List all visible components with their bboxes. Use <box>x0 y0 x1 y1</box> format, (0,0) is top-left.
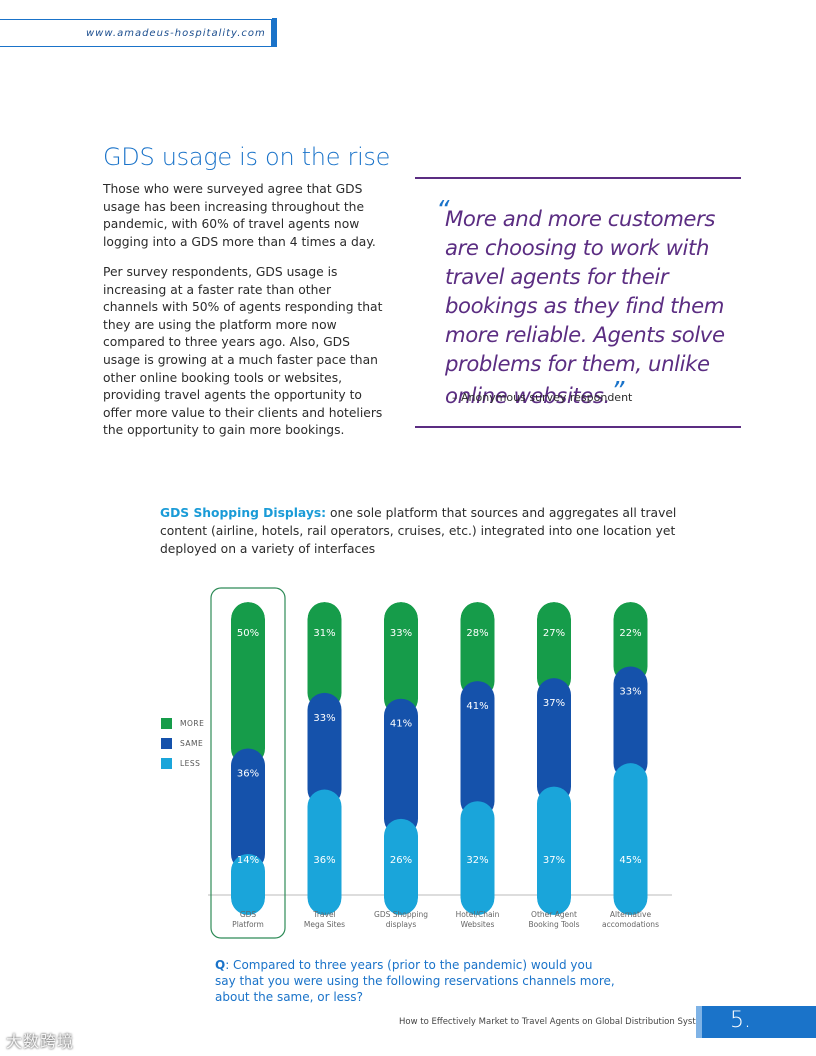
legend-swatch-more <box>161 717 172 729</box>
data-label-more: 31% <box>313 628 335 639</box>
category-label: Travel <box>312 910 335 919</box>
category-label: displays <box>386 920 417 929</box>
category-label: Other Agent <box>531 910 577 919</box>
category-label: accomodations <box>602 920 659 929</box>
category-label: Booking Tools <box>528 920 579 929</box>
legend-item-less: LESS <box>161 753 204 773</box>
bar-same <box>537 678 571 804</box>
bar-same <box>613 666 648 781</box>
data-label-same: 33% <box>619 686 641 697</box>
data-label-more: 27% <box>543 628 565 639</box>
page-number: 5. <box>730 1008 751 1033</box>
legend-swatch-same <box>161 737 172 749</box>
bar-more <box>537 602 571 696</box>
category-label: GDS Shopping <box>374 910 428 919</box>
bar-group <box>384 602 418 915</box>
bar-less <box>307 789 342 915</box>
chart-intro-label: GDS Shopping Displays: <box>160 506 327 520</box>
data-label-more: 50% <box>237 628 259 639</box>
paragraph-2: Per survey respondents, GDS usage is inc… <box>103 265 383 438</box>
bar-less <box>460 801 495 915</box>
legend-item-same: SAME <box>161 733 204 753</box>
bar-more <box>613 602 648 684</box>
watermark-logo: 大数跨境 <box>6 1032 75 1051</box>
bar-more <box>384 602 418 716</box>
data-label-more: 33% <box>390 628 412 639</box>
footer-title: How to Effectively Market to Travel Agen… <box>399 1017 714 1027</box>
bar-group <box>307 602 342 915</box>
legend-swatch-less <box>161 757 172 769</box>
chart-legend: MORE SAME LESS <box>161 713 204 773</box>
data-label-same: 36% <box>237 769 259 780</box>
data-label-same: 41% <box>390 719 412 730</box>
legend-label-less: LESS <box>180 758 201 768</box>
bar-same <box>460 681 495 819</box>
bar-less <box>384 818 418 915</box>
quote-attribution: – Anonymous survey respondent <box>452 391 633 404</box>
bar-group <box>537 602 571 915</box>
quote-open-mark: “ <box>436 196 450 226</box>
chart-intro: GDS Shopping Displays: one sole platform… <box>160 504 680 558</box>
bar-group <box>460 602 495 915</box>
data-label-same: 33% <box>313 713 335 724</box>
data-label-more: 22% <box>619 628 641 639</box>
bar-less <box>537 786 571 915</box>
data-label-less: 45% <box>619 855 641 866</box>
header-url[interactable]: www.amadeus-hospitality.com <box>86 28 266 39</box>
bar-more <box>460 602 495 699</box>
legend-item-more: MORE <box>161 713 204 733</box>
category-label: Hotel/Chain <box>456 910 500 919</box>
legend-label-same: SAME <box>180 738 204 748</box>
bar-group <box>613 602 648 915</box>
data-label-less: 32% <box>466 855 488 866</box>
data-label-less: 36% <box>313 855 335 866</box>
data-label-more: 28% <box>466 628 488 639</box>
legend-label-more: MORE <box>180 718 205 728</box>
data-label-less: 14% <box>237 855 259 866</box>
category-label: Alternative <box>610 910 652 919</box>
section-title: GDS usage is on the rise <box>103 143 391 171</box>
question-label: Q <box>215 958 226 972</box>
category-label: GDS <box>240 910 257 919</box>
pull-quote: More and more customers are choosing to … <box>445 204 745 410</box>
category-label: Websites <box>461 920 495 929</box>
bar-same <box>231 748 265 871</box>
bar-same <box>384 698 418 836</box>
quote-top-rule <box>415 177 741 179</box>
data-label-less: 26% <box>390 855 412 866</box>
bar-group <box>231 602 265 915</box>
bar-less <box>613 763 648 915</box>
data-label-same: 41% <box>466 701 488 712</box>
paragraph-1: Those who were surveyed agree that GDS u… <box>103 182 376 249</box>
bar-same <box>307 692 342 807</box>
page-number-box <box>696 1006 816 1038</box>
header-url-tab <box>0 18 277 47</box>
pull-quote-text: More and more customers are choosing to … <box>445 206 725 408</box>
bar-less <box>231 853 265 915</box>
category-label: Mega Sites <box>304 920 345 929</box>
category-label: Platform <box>232 920 264 929</box>
survey-question: Q: Compared to three years (prior to the… <box>215 957 615 1005</box>
bar-more <box>231 602 265 766</box>
question-text: : Compared to three years (prior to the … <box>215 958 615 1004</box>
quote-close-mark: ” <box>610 377 624 407</box>
data-label-less: 37% <box>543 855 565 866</box>
highlight-box-gds-platform <box>210 587 286 939</box>
bar-more <box>307 602 342 710</box>
data-label-same: 37% <box>543 698 565 709</box>
chart-intro-text: one sole platform that sources and aggre… <box>160 506 677 556</box>
quote-bottom-rule <box>415 426 741 428</box>
